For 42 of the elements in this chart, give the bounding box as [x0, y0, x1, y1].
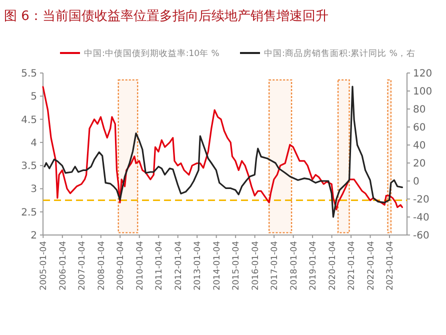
ytick: 2.5: [21, 207, 37, 218]
y2tick: 0: [413, 176, 420, 188]
xtick: 2015-01-04: [232, 241, 242, 290]
title: 图 6：当前国债收益率位置多指向后续地产销售增速回升: [4, 9, 328, 24]
xtick: 2011-01-04: [154, 241, 165, 290]
xtick: 2012-01-04: [174, 241, 184, 290]
xtick: 2016-01-04: [250, 241, 261, 290]
xtick: 2022-01-04: [366, 241, 376, 290]
y2tick: 100: [413, 86, 432, 98]
legend-item: 中国:商品房销售面积:累计同比 %，右: [240, 49, 416, 59]
legend-label: 中国:中债国债到期收益率:10年 %: [84, 48, 220, 59]
xtick: 2023-01-04: [386, 241, 396, 290]
ytick: 3: [30, 184, 37, 196]
ytick: 2: [30, 230, 37, 242]
xtick: 2014-01-04: [212, 241, 222, 290]
y2tick: -60: [413, 230, 430, 242]
xtick: 2008-01-04: [96, 241, 107, 290]
xtick: 2009-01-04: [116, 241, 126, 290]
ytick: 4.5: [21, 114, 37, 126]
y2tick: 20: [413, 158, 426, 170]
xtick: 2010-01-04: [135, 241, 146, 290]
xtick: 2007-01-04: [78, 241, 88, 290]
ytick: 5.5: [21, 68, 37, 80]
legend-label: 中国:商品房销售面积:累计同比 %，右: [264, 48, 416, 59]
ytick: 4: [30, 138, 37, 149]
y2tick: -40: [413, 212, 430, 224]
ytick: 3.5: [21, 161, 37, 172]
xtick: 2017-01-04: [270, 241, 280, 290]
xtick: 2021-01-04: [347, 241, 358, 290]
xtick: 2005-01-04: [39, 241, 50, 290]
y2tick: 120: [413, 68, 432, 80]
legend-item: 中国:中债国债到期收益率:10年 %: [60, 49, 220, 59]
xtick: 2019-01-04: [308, 241, 319, 290]
xtick: 2013-01-04: [193, 241, 204, 290]
xtick: 2020-01-04: [328, 241, 338, 290]
ytick: 5: [30, 92, 37, 103]
y2tick: -20: [413, 194, 430, 206]
xtick: 2006-01-04: [58, 241, 68, 290]
xtick: 2018-01-04: [289, 241, 300, 290]
y2tick: 60: [413, 122, 426, 134]
y2tick: 80: [413, 104, 426, 116]
y2tick: 40: [413, 140, 426, 152]
